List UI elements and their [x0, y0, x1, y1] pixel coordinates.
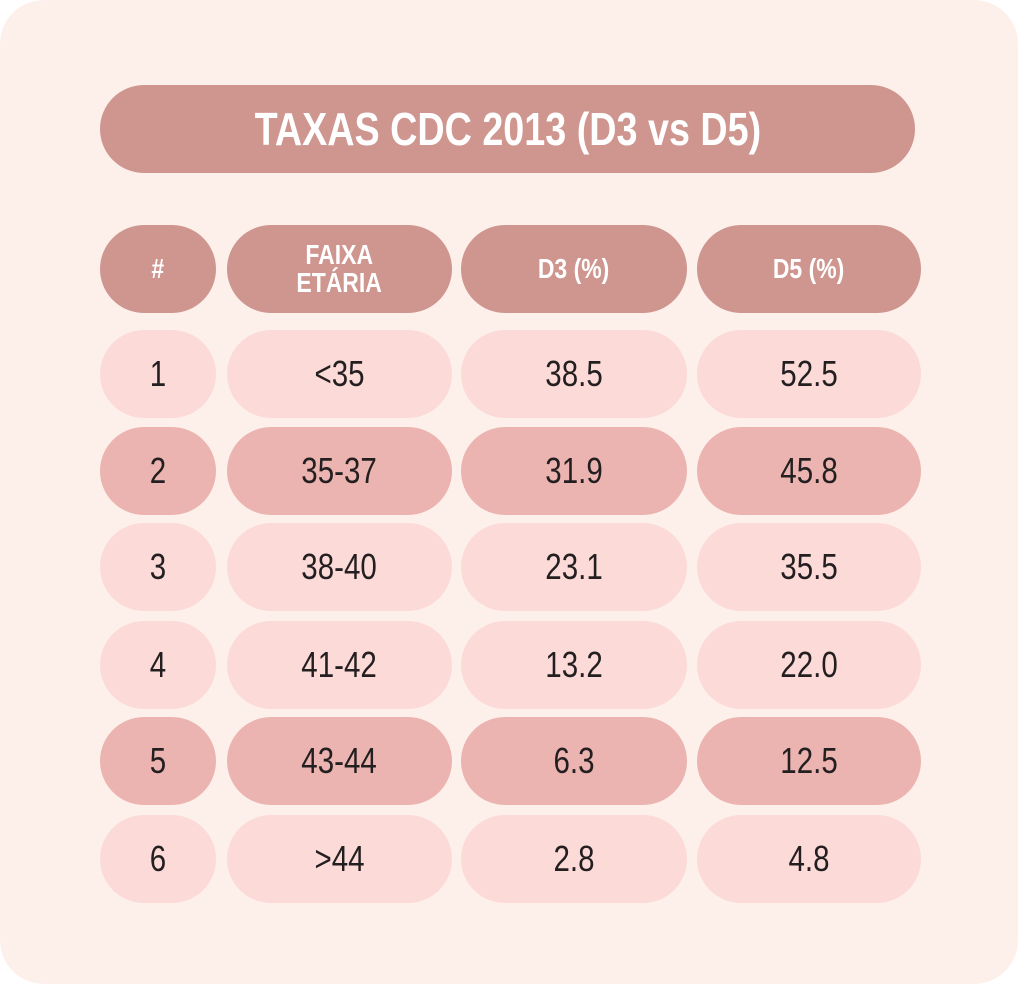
cell-text: >44 — [314, 838, 365, 879]
cell-text: 31.9 — [545, 450, 603, 491]
header-d5-label: D5 (%) — [773, 253, 845, 284]
cell-text: 3 — [149, 546, 167, 587]
header-age-line2: ETÁRIA — [296, 267, 383, 298]
cell-text: <35 — [314, 353, 365, 394]
header-d5: D5 (%) — [697, 225, 921, 313]
table-row-1-age: <35 — [227, 330, 452, 418]
table-row-3-age: 38-40 — [227, 523, 452, 611]
table-row-4-d5: 22.0 — [697, 621, 921, 709]
cell-text: 35.5 — [780, 546, 838, 587]
table-row-1-d3: 38.5 — [461, 330, 687, 418]
table-row-3-d5: 35.5 — [697, 523, 921, 611]
header-num-label: # — [151, 253, 165, 284]
table-row-6-d5: 4.8 — [697, 815, 921, 903]
table-row-3-d3: 23.1 — [461, 523, 687, 611]
table-row-4-d3: 13.2 — [461, 621, 687, 709]
header-age-range: FAIXA ETÁRIA — [227, 225, 452, 313]
cell-text: 6.3 — [553, 740, 595, 781]
cell-text: 5 — [149, 740, 167, 781]
header-age-line1: FAIXA — [305, 239, 374, 270]
cell-text: 4 — [149, 644, 167, 685]
table-row-5-age: 43-44 — [227, 717, 452, 805]
table-row-5-d5: 12.5 — [697, 717, 921, 805]
cell-text: 45.8 — [780, 450, 838, 491]
cell-text: 38.5 — [545, 353, 603, 394]
table-row-4-num: 4 — [100, 621, 216, 709]
cell-text: 12.5 — [780, 740, 838, 781]
table-row-6-num: 6 — [100, 815, 216, 903]
cell-text: 41-42 — [301, 644, 378, 685]
table-title: TAXAS CDC 2013 (D3 vs D5) — [100, 85, 915, 173]
table-row-6-age: >44 — [227, 815, 452, 903]
cell-text: 38-40 — [301, 546, 378, 587]
cell-text: 23.1 — [545, 546, 603, 587]
cell-text: 6 — [149, 838, 167, 879]
table-row-5-num: 5 — [100, 717, 216, 805]
table-title-text: TAXAS CDC 2013 (D3 vs D5) — [254, 103, 761, 155]
cell-text: 43-44 — [301, 740, 378, 781]
header-d3-label: D3 (%) — [538, 253, 610, 284]
cell-text: 4.8 — [788, 838, 830, 879]
cell-text: 52.5 — [780, 353, 838, 394]
cell-text: 35-37 — [301, 450, 378, 491]
table-row-2-d3: 31.9 — [461, 427, 687, 515]
table-row-2-d5: 45.8 — [697, 427, 921, 515]
cell-text: 22.0 — [780, 644, 838, 685]
table-row-1-d5: 52.5 — [697, 330, 921, 418]
table-row-1-num: 1 — [100, 330, 216, 418]
cell-text: 2 — [149, 450, 167, 491]
table-row-3-num: 3 — [100, 523, 216, 611]
cell-text: 2.8 — [553, 838, 595, 879]
cell-text: 1 — [149, 353, 167, 394]
header-num: # — [100, 225, 216, 313]
table-row-2-age: 35-37 — [227, 427, 452, 515]
header-d3: D3 (%) — [461, 225, 687, 313]
table-row-4-age: 41-42 — [227, 621, 452, 709]
table-row-5-d3: 6.3 — [461, 717, 687, 805]
table-row-2-num: 2 — [100, 427, 216, 515]
table-row-6-d3: 2.8 — [461, 815, 687, 903]
cell-text: 13.2 — [545, 644, 603, 685]
